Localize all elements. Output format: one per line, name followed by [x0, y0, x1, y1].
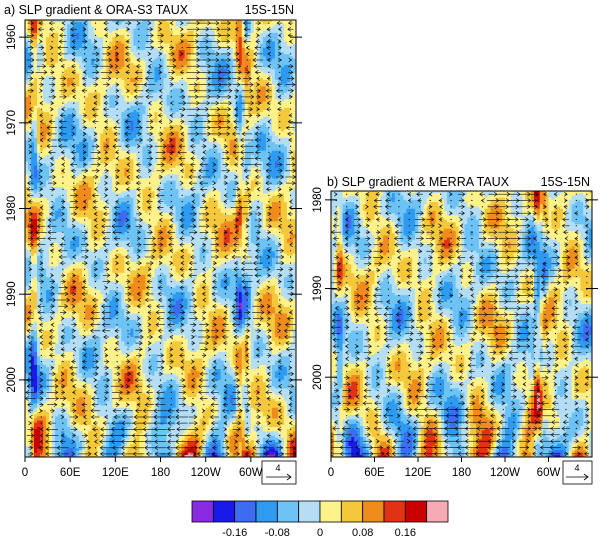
panel-a: 0 60E 120E 180 120W 60W19601970198019902000 a… — [4, 3, 302, 484]
